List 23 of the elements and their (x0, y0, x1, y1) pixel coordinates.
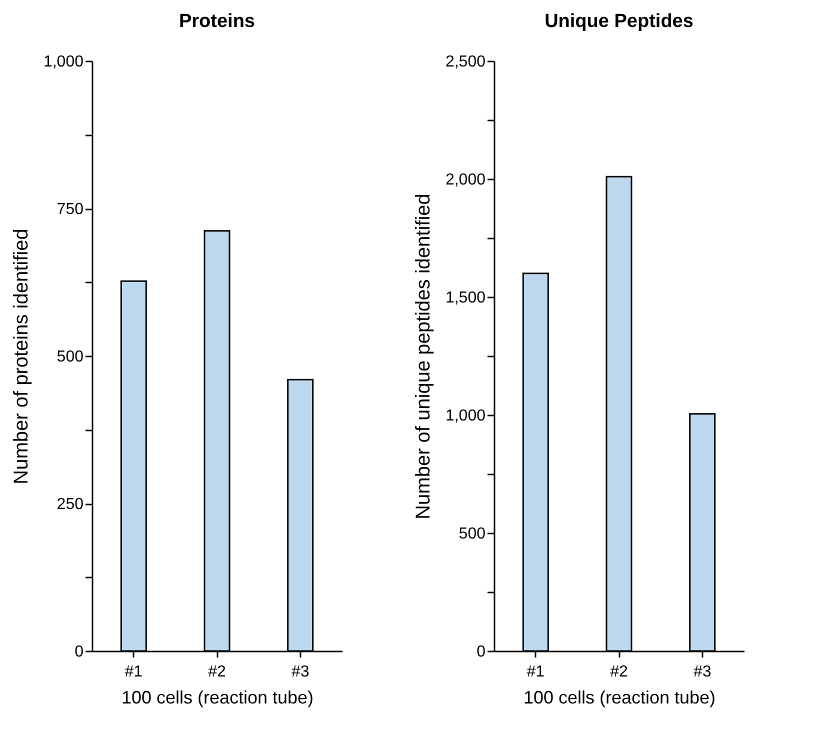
y-tick-label: 1,000 (445, 408, 486, 424)
y-tick-label: 500 (458, 526, 486, 542)
y-tick-label: 1,000 (43, 54, 84, 70)
y-tick-label: 0 (476, 644, 486, 660)
x-tick-label: #2 (208, 664, 226, 680)
y-tick-label: 0 (74, 644, 84, 660)
y-tick-label: 250 (56, 496, 84, 513)
x-tick-label: #1 (124, 664, 143, 680)
x-tick-label: #1 (526, 664, 545, 680)
y-tick-label: 2,500 (445, 54, 486, 70)
y-tick-label: 500 (56, 348, 84, 366)
y-axis-title: Number of unique peptides identified (412, 194, 434, 520)
chart-title: Proteins (178, 11, 256, 32)
y-tick-label: 1,500 (445, 290, 486, 306)
y-axis-title: Number of proteins identified (10, 228, 32, 484)
y-tick-label: 750 (56, 201, 84, 218)
x-tick-label: #3 (693, 664, 712, 680)
x-tick-label: #3 (291, 664, 310, 680)
x-axis-title: 100 cells (reaction tube) (121, 688, 314, 708)
y-tick-label: 2,000 (445, 172, 486, 188)
chart-title: Unique Peptides (544, 11, 694, 32)
x-tick-label: #2 (610, 664, 628, 680)
x-axis-title: 100 cells (reaction tube) (523, 688, 716, 708)
